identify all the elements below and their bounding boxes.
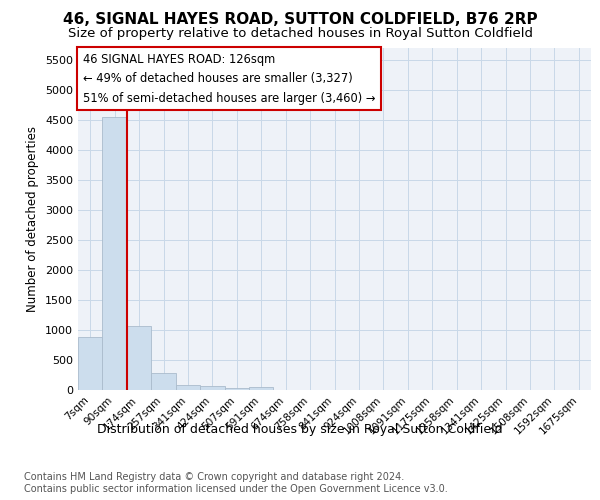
Text: Contains HM Land Registry data © Crown copyright and database right 2024.: Contains HM Land Registry data © Crown c…: [24, 472, 404, 482]
Y-axis label: Number of detached properties: Number of detached properties: [26, 126, 40, 312]
Bar: [224, 388, 249, 390]
Text: Distribution of detached houses by size in Royal Sutton Coldfield: Distribution of detached houses by size …: [97, 422, 503, 436]
Text: 46, SIGNAL HAYES ROAD, SUTTON COLDFIELD, B76 2RP: 46, SIGNAL HAYES ROAD, SUTTON COLDFIELD,…: [62, 12, 538, 28]
Bar: [103, 117, 127, 390]
Text: Size of property relative to detached houses in Royal Sutton Coldfield: Size of property relative to detached ho…: [67, 28, 533, 40]
Bar: [127, 326, 151, 390]
Bar: [249, 387, 274, 390]
Text: 46 SIGNAL HAYES ROAD: 126sqm
← 49% of detached houses are smaller (3,327)
51% of: 46 SIGNAL HAYES ROAD: 126sqm ← 49% of de…: [83, 52, 376, 104]
Bar: [151, 372, 176, 390]
Bar: [78, 337, 103, 390]
Bar: [176, 384, 200, 390]
Bar: [200, 386, 224, 390]
Text: Contains public sector information licensed under the Open Government Licence v3: Contains public sector information licen…: [24, 484, 448, 494]
